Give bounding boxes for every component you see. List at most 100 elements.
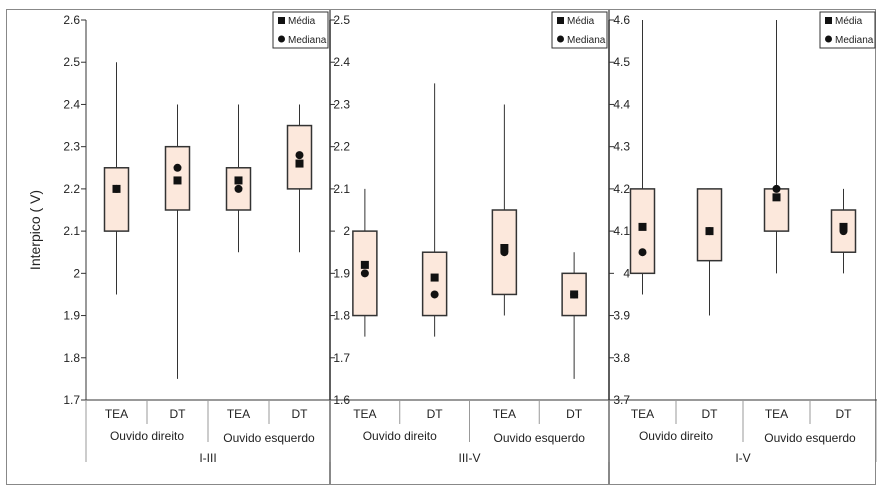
- y-tick-label: 1.7: [63, 393, 80, 407]
- panel-label: III-V: [458, 451, 480, 465]
- mean-marker: [112, 184, 121, 193]
- box-ouvido-esquerdo-tea: [763, 20, 790, 274]
- y-tick-label: 4.4: [613, 97, 630, 111]
- legend: Média Mediana: [551, 11, 608, 49]
- group-label: Ouvido esquerdo: [223, 431, 315, 445]
- y-tick-label: 2.3: [63, 140, 80, 154]
- x-category-label: TEA: [227, 407, 250, 421]
- iqr-box: [421, 251, 448, 317]
- x-category-label: TEA: [631, 407, 654, 421]
- box-ouvido-direito-dt: [164, 104, 191, 379]
- x-category-label: DT: [702, 407, 719, 421]
- box-ouvido-direito-dt: [421, 83, 448, 337]
- median-marker: [234, 184, 243, 193]
- y-tick-label: 1.7: [333, 351, 350, 365]
- legend-mean-label: Média: [567, 16, 595, 27]
- y-axis-label: Interpico ( V): [27, 190, 43, 270]
- y-tick-label: 2.3: [333, 97, 350, 111]
- y-tick-label: 2.2: [63, 182, 80, 196]
- x-category-label: DT: [427, 407, 444, 421]
- legend: Média Mediana: [819, 11, 876, 49]
- y-tick-label: 1.8: [63, 351, 80, 365]
- mean-marker: [234, 176, 243, 185]
- y-tick-label: 2.5: [63, 55, 80, 69]
- y-tick-label: 4.2: [613, 182, 630, 196]
- median-marker: [360, 269, 369, 278]
- box-ouvido-esquerdo-dt: [561, 252, 587, 379]
- group-label: Ouvido direito: [363, 429, 437, 443]
- median-marker: [772, 184, 781, 193]
- y-tick-label: 2.1: [63, 224, 80, 238]
- group-label: Ouvido direito: [639, 429, 713, 443]
- y-tick-label: 4.3: [613, 140, 630, 154]
- y-tick-label: 2.4: [63, 97, 80, 111]
- x-category-label: TEA: [493, 407, 516, 421]
- median-marker: [430, 290, 439, 299]
- x-category-label: TEA: [353, 407, 376, 421]
- y-tick-label: 3.9: [613, 309, 630, 323]
- box-ouvido-direito-dt: [696, 188, 723, 316]
- x-category-label: TEA: [105, 407, 128, 421]
- mean-marker: [430, 273, 439, 282]
- y-tick-label: 2: [73, 266, 80, 280]
- mean-marker: [295, 159, 304, 168]
- mean-marker: [705, 227, 714, 236]
- panel-1: 1.7 1.8 1.9 2 2.1 2.2 2.3 2.4 2.5 2.6 TEA DT Ouvido …: [6, 9, 331, 485]
- legend-mean-marker: [825, 17, 832, 24]
- legend-median-marker: [557, 35, 564, 43]
- y-tick-label: 2.5: [333, 13, 350, 27]
- median-marker: [295, 151, 304, 160]
- mean-marker: [173, 176, 182, 185]
- panel-label: I-III: [199, 451, 216, 465]
- y-tick-label: 2.6: [63, 13, 80, 27]
- group-label: Ouvido esquerdo: [494, 431, 586, 445]
- box-ouvido-esquerdo-dt: [830, 188, 857, 274]
- legend-median-label: Mediana: [835, 35, 874, 46]
- box-ouvido-esquerdo-tea: [225, 104, 252, 253]
- x-category-label: DT: [292, 407, 309, 421]
- x-category-label: DT: [836, 407, 853, 421]
- y-tick-label: 2.1: [333, 182, 350, 196]
- y-tick-label: 2.4: [333, 55, 350, 69]
- legend-mean-label: Média: [835, 16, 863, 27]
- group-label: Ouvido direito: [110, 429, 184, 443]
- y-tick-label: 4.6: [613, 13, 630, 27]
- iqr-box: [696, 188, 723, 262]
- box-ouvido-direito-tea: [629, 20, 656, 295]
- iqr-box: [629, 188, 656, 275]
- legend-mean-marker: [278, 17, 285, 24]
- y-tick-label: 2: [343, 224, 350, 238]
- y-tick-label: 3.8: [613, 351, 630, 365]
- median-marker: [638, 248, 647, 257]
- legend-median-label: Mediana: [288, 35, 327, 46]
- legend-mean-label: Média: [288, 16, 316, 27]
- chart-panels: 1.7 1.8 1.9 2 2.1 2.2 2.3 2.4 2.5 2.6 TEA DT Ouvido …: [6, 9, 877, 485]
- y-tick-label: 2.2: [333, 140, 350, 154]
- x-category-label: TEA: [765, 407, 788, 421]
- x-category-label: DT: [566, 407, 583, 421]
- y-tick-label: 1.9: [63, 309, 80, 323]
- y-tick-label: 4.1: [613, 224, 630, 238]
- box-ouvido-direito-tea: [352, 188, 378, 337]
- panel-border: [6, 9, 330, 485]
- box-ouvido-esquerdo-dt: [286, 104, 313, 253]
- y-tick-label: 4.5: [613, 55, 630, 69]
- y-tick-label: 1.8: [333, 309, 350, 323]
- legend-mean-marker: [557, 17, 564, 24]
- box-ouvido-direito-tea: [103, 62, 130, 295]
- legend-median-marker: [825, 35, 832, 43]
- median-marker: [173, 163, 182, 172]
- mean-marker: [500, 244, 509, 252]
- mean-marker: [839, 222, 848, 231]
- iqr-box: [352, 230, 378, 317]
- mean-marker: [772, 193, 781, 202]
- legend-median-label: Mediana: [567, 35, 606, 46]
- mean-marker: [570, 290, 579, 299]
- mean-marker: [360, 260, 369, 269]
- y-tick-label: 1.9: [333, 266, 350, 280]
- legend: Média Mediana: [272, 11, 329, 49]
- box-ouvido-esquerdo-tea: [491, 104, 518, 316]
